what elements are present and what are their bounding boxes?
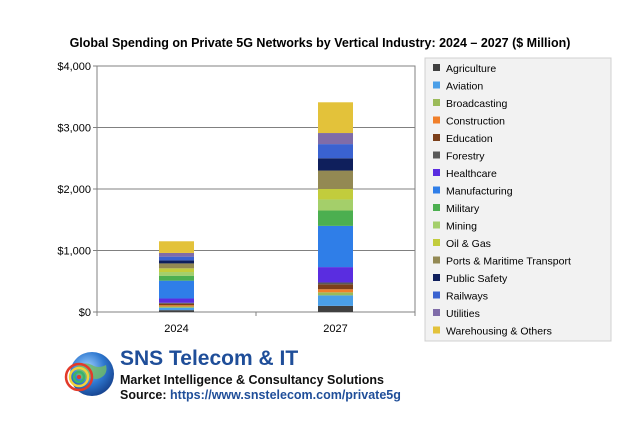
bar-segment-ports-maritime-transport-2024 <box>159 263 194 269</box>
y-tick-label: $4,000 <box>57 61 91 73</box>
legend-label-manufacturing: Manufacturing <box>446 186 513 198</box>
legend-label-forestry: Forestry <box>446 151 485 163</box>
legend-label-ports-maritime-transport: Ports & Maritime Transport <box>446 256 571 268</box>
bar-segment-healthcare-2024 <box>159 298 194 303</box>
bar-segment-railways-2024 <box>159 256 194 261</box>
brand-name: SNS Telecom & IT <box>120 347 299 370</box>
bar-segment-forestry-2024 <box>159 302 194 304</box>
bar-segment-construction-2027 <box>318 289 353 293</box>
bar-segment-education-2024 <box>159 303 194 306</box>
plot-area: $0 $1,000 $2,000 $3,000 $4,000 2024 2027 <box>57 61 416 335</box>
legend-swatch-ports-maritime-transport <box>433 256 440 264</box>
x-tick-label: 2024 <box>164 323 188 335</box>
legend-swatch-mining <box>433 221 440 229</box>
bar-segment-warehousing-others-2027 <box>318 102 353 134</box>
legend-swatch-railways <box>433 291 440 299</box>
bar-segment-broadcasting-2024 <box>159 306 194 308</box>
legend-swatch-oil-gas <box>433 239 440 246</box>
bar-segment-public-safety-2024 <box>159 260 194 264</box>
legend: Agriculture Aviation Broadcasting Construct… <box>424 57 612 342</box>
legend-label-utilities: Utilities <box>446 308 480 320</box>
brand-tagline: Market Intelligence & Consultancy Soluti… <box>120 373 384 387</box>
y-tick-label: $3,000 <box>57 123 91 135</box>
legend-label-public-safety: Public Safety <box>446 273 508 285</box>
bar-segment-agriculture-2024 <box>159 310 194 312</box>
source-link[interactable]: https://www.snstelecom.com/private5g <box>170 388 401 402</box>
legend-label-broadcasting: Broadcasting <box>446 98 507 110</box>
bar-segment-education-2027 <box>318 284 353 290</box>
y-tick-label: $0 <box>79 307 91 319</box>
bar-segment-manufacturing-2027 <box>318 225 353 268</box>
chart: Global Spending on Private 5G Networks b… <box>57 36 612 342</box>
legend-label-warehousing-others: Warehousing & Others <box>446 326 552 338</box>
bar-segment-oil-gas-2024 <box>159 268 194 273</box>
source-label: Source: <box>120 388 167 402</box>
legend-swatch-healthcare <box>433 169 440 176</box>
legend-swatch-agriculture <box>433 64 440 71</box>
legend-swatch-utilities <box>433 309 440 316</box>
bar-segment-construction-2024 <box>159 305 194 307</box>
legend-label-education: Education <box>446 133 493 145</box>
legend-label-oil-gas: Oil & Gas <box>446 238 491 250</box>
legend-label-agriculture: Agriculture <box>446 63 496 75</box>
bar-segment-railways-2027 <box>318 144 353 159</box>
legend-label-healthcare: Healthcare <box>446 168 497 180</box>
legend-swatch-manufacturing <box>433 186 440 194</box>
chart-title: Global Spending on Private 5G Networks b… <box>70 36 571 50</box>
bar-segment-oil-gas-2027 <box>318 189 353 200</box>
legend-swatch-forestry <box>433 151 440 159</box>
legend-label-mining: Mining <box>446 221 477 233</box>
legend-swatch-broadcasting <box>433 99 440 106</box>
source-line: Source: https://www.snstelecom.com/priva… <box>120 388 401 402</box>
legend-label-aviation: Aviation <box>446 81 483 93</box>
legend-swatch-military <box>433 204 440 211</box>
legend-label-railways: Railways <box>446 291 488 303</box>
bar-segment-broadcasting-2027 <box>318 292 353 296</box>
legend-swatch-warehousing-others <box>433 326 440 334</box>
legend-swatch-construction <box>433 116 440 124</box>
bar-segment-aviation-2024 <box>159 307 194 311</box>
legend-swatch-aviation <box>433 81 440 89</box>
bar-segment-warehousing-others-2024 <box>159 241 194 253</box>
bar-segment-agriculture-2027 <box>318 305 353 312</box>
bar-segment-public-safety-2027 <box>318 158 353 171</box>
bar-segment-military-2027 <box>318 210 353 226</box>
bar-segment-healthcare-2027 <box>318 267 353 283</box>
bar-segment-military-2024 <box>159 275 194 281</box>
bar-segment-ports-maritime-transport-2027 <box>318 170 353 189</box>
bar-segment-utilities-2027 <box>318 133 353 145</box>
bar-segment-mining-2027 <box>318 199 353 211</box>
y-tick-label: $2,000 <box>57 184 91 196</box>
bar-segment-manufacturing-2024 <box>159 280 194 299</box>
legend-swatch-public-safety <box>433 274 440 281</box>
legend-box <box>424 57 612 342</box>
brand-block: SNS Telecom & IT Market Intelligence & C… <box>62 345 502 417</box>
legend-swatch-education <box>433 134 440 141</box>
bar-segment-mining-2024 <box>159 272 194 276</box>
x-tick-label: 2027 <box>323 323 347 335</box>
y-tick-label: $1,000 <box>57 246 91 258</box>
bar-segment-forestry-2027 <box>318 282 353 285</box>
legend-label-military: Military <box>446 203 480 215</box>
bar-segment-utilities-2024 <box>159 252 194 257</box>
legend-label-construction: Construction <box>446 116 505 128</box>
bar-segment-aviation-2027 <box>318 295 353 306</box>
globe-logo-icon <box>64 352 114 396</box>
